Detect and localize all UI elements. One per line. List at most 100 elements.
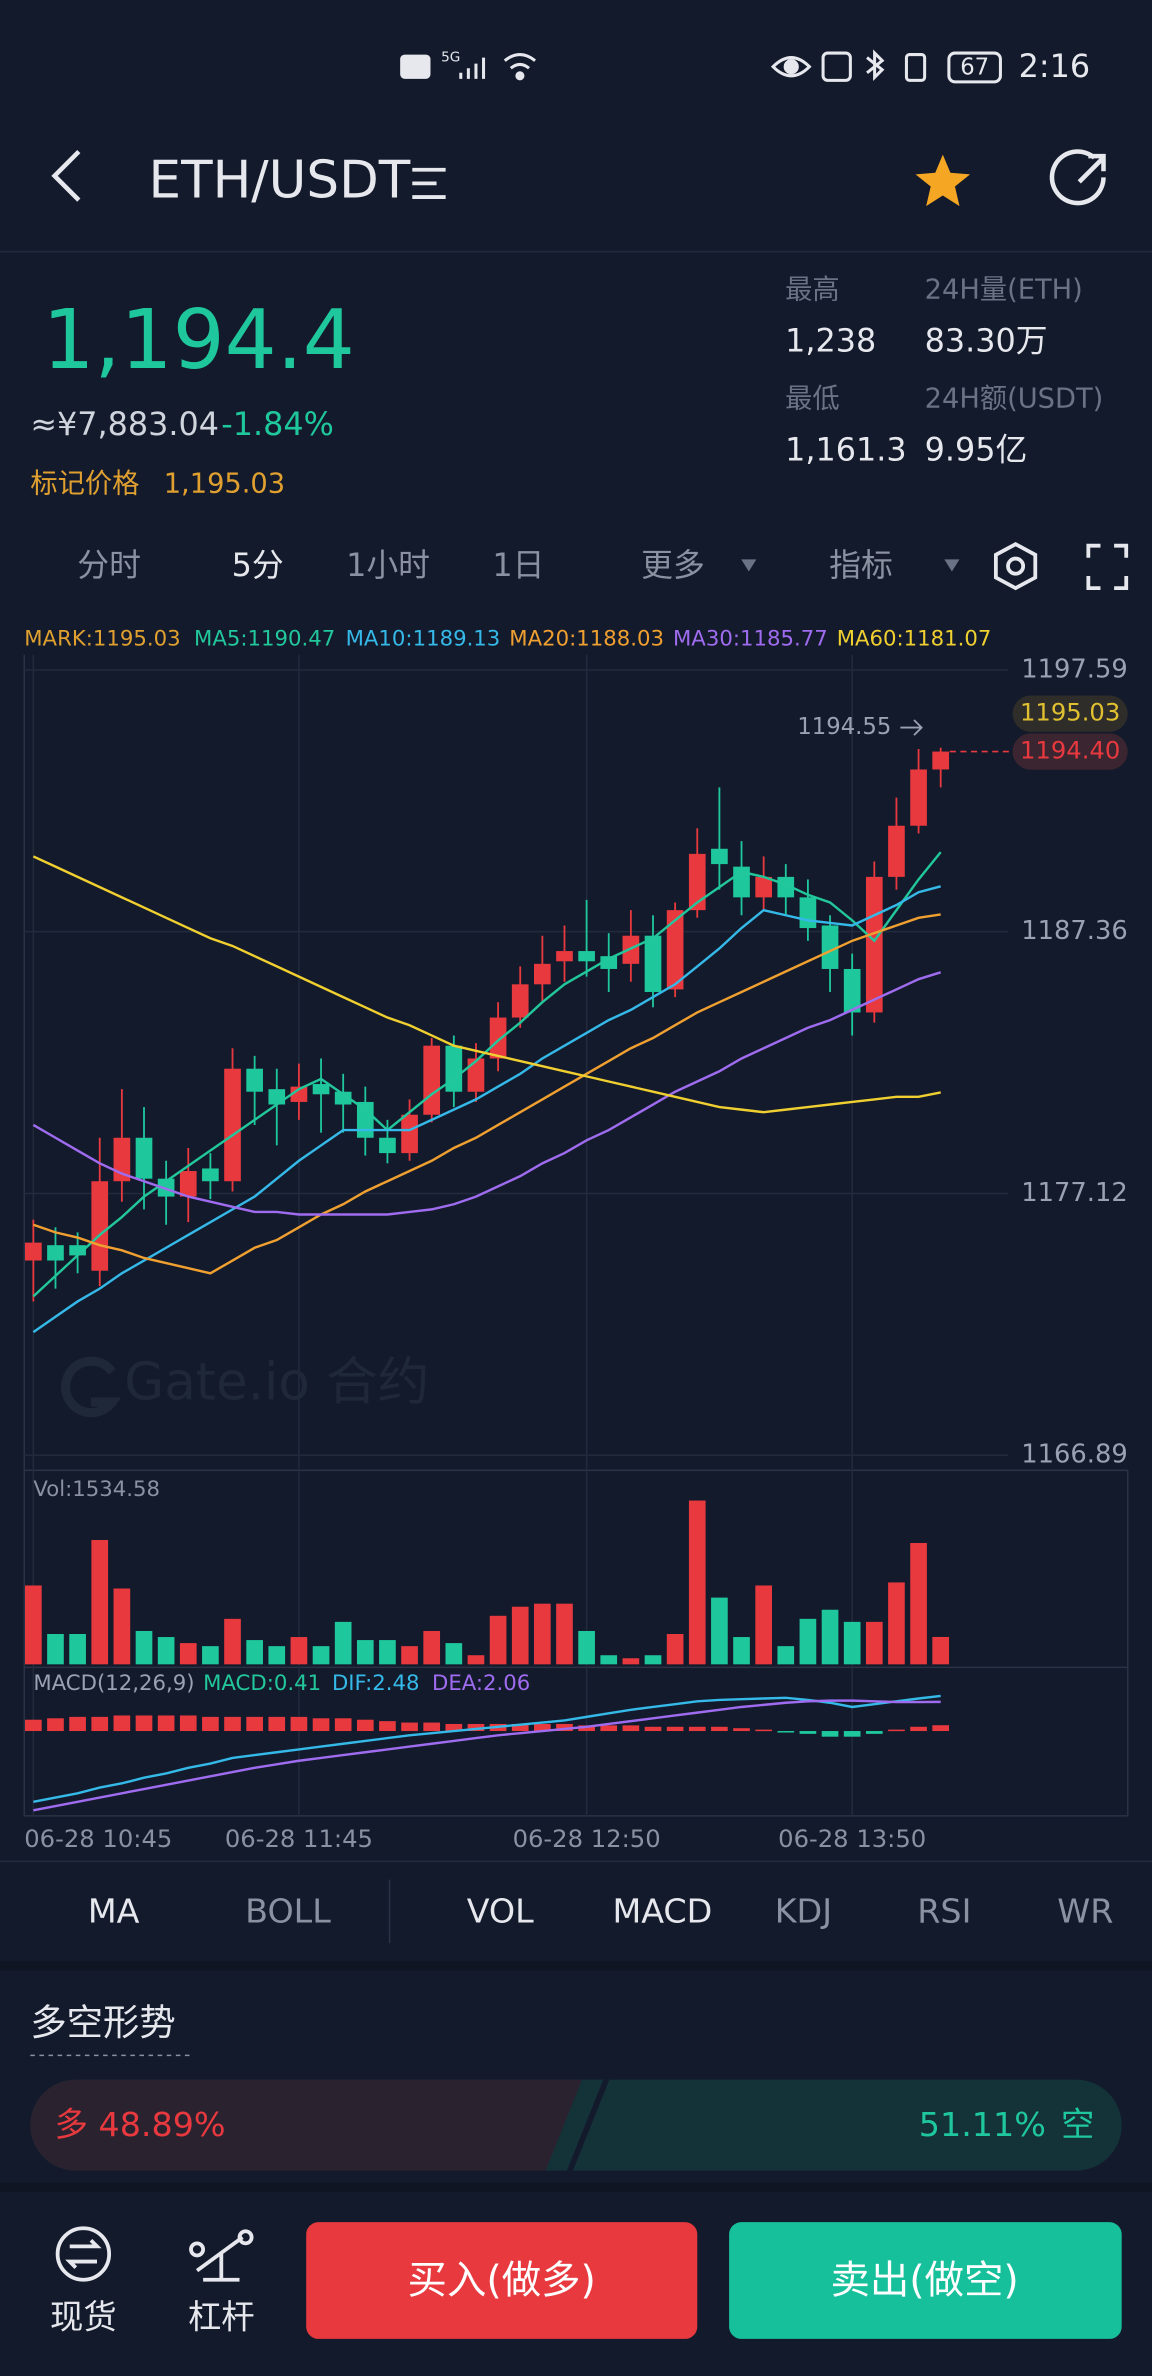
divider (0, 1961, 1152, 1971)
volume-bar (511, 1606, 529, 1665)
indicator-tab[interactable]: KDJ (775, 1891, 832, 1930)
macd-bar (821, 1731, 839, 1737)
indicator-tab[interactable]: WR (1057, 1891, 1113, 1930)
margin-icon[interactable] (189, 2229, 254, 2282)
cny-price: ≈¥7,883.04 (30, 405, 219, 443)
volume-bar (666, 1634, 684, 1665)
short-share-bar (566, 2079, 610, 2171)
fullscreen-button[interactable] (1086, 543, 1129, 591)
stat-value: 9.95亿 (925, 431, 1028, 469)
macd-bar (511, 1723, 529, 1732)
macd-legend: MACD:0.41 (203, 1671, 321, 1696)
buy-button-label[interactable]: 买入(做多) (408, 2257, 596, 2303)
timeframe-tab[interactable]: 更多 (641, 546, 705, 584)
candle-body (401, 1114, 418, 1154)
back-button[interactable] (51, 149, 81, 202)
volume-bar (932, 1636, 950, 1665)
dropdown-arrow (944, 559, 960, 572)
macd-bar (334, 1718, 352, 1732)
pair-menu-icon[interactable] (412, 167, 446, 199)
last-price-tag (1012, 733, 1128, 770)
candle-body (644, 935, 662, 992)
candle-body (932, 751, 950, 770)
settings-button[interactable] (993, 542, 1038, 591)
stat-value: 1,161.3 (785, 431, 907, 469)
share-button[interactable] (1049, 149, 1106, 206)
macd-bar (888, 1729, 905, 1732)
high-price-label: 1194.55 (797, 714, 891, 740)
legend-item: MARK:1195.03 (24, 627, 180, 652)
macd-bar (356, 1719, 374, 1732)
indicator-tab[interactable]: VOL (467, 1891, 534, 1930)
candle-body (865, 876, 883, 1013)
candle-body (821, 925, 839, 969)
legend-item: MA60:1181.07 (837, 627, 992, 652)
spot-icon[interactable] (55, 2226, 112, 2282)
ma-line (32, 971, 942, 1216)
volume-bar (290, 1637, 308, 1665)
sell-button[interactable] (729, 2222, 1122, 2339)
legend-item: MA5:1190.47 (194, 627, 335, 652)
candle-body (69, 1245, 86, 1256)
volume-bar (534, 1603, 551, 1665)
x-tick-label: 06-28 11:45 (225, 1824, 373, 1853)
timeframe-tab[interactable]: 指标 (829, 546, 893, 584)
volume-bar (25, 1585, 42, 1665)
mark-price-tag (1012, 695, 1128, 732)
macd-legend: MACD(12,26,9) (33, 1671, 194, 1696)
volume-bar (865, 1621, 883, 1665)
x-tick-label: 06-28 13:50 (778, 1824, 926, 1853)
indicator-tab[interactable]: BOLL (245, 1891, 331, 1930)
candle-body (202, 1168, 219, 1182)
volume-bar (888, 1582, 905, 1665)
sell-button-label[interactable]: 卖出(做空) (830, 2257, 1018, 2303)
macd-legend: DEA:2.06 (432, 1671, 530, 1696)
indicator-tab[interactable]: MA (88, 1891, 140, 1930)
indicator-tab[interactable]: RSI (917, 1891, 971, 1930)
candle-body (91, 1181, 109, 1271)
timeframe-tab[interactable]: 分时 (77, 546, 141, 584)
volume-bar (312, 1646, 330, 1665)
candle-body (511, 984, 529, 1018)
volume-bar (202, 1646, 219, 1665)
macd-bar (843, 1731, 861, 1737)
volume-bar (777, 1646, 795, 1665)
macd-bar (224, 1716, 241, 1732)
buy-button[interactable] (306, 2222, 698, 2339)
nav-label[interactable]: 杠杆 (188, 2298, 255, 2337)
volume-bar (135, 1630, 153, 1665)
volume-bar (489, 1615, 507, 1665)
indicator-tab[interactable]: MACD (612, 1891, 712, 1930)
nav-label[interactable]: 现货 (50, 2298, 117, 2337)
macd-bar (445, 1723, 463, 1732)
macd-bar (932, 1725, 950, 1732)
timeframe-tab[interactable]: 5分 (232, 546, 284, 584)
candle-body (25, 1242, 42, 1261)
volume-bar (556, 1603, 573, 1665)
macd-bar (865, 1731, 883, 1734)
macd-bar (622, 1725, 640, 1732)
volume-bar (733, 1637, 750, 1665)
network-type: 5G (441, 50, 460, 66)
volume-bar (445, 1643, 463, 1665)
macd-bar (113, 1715, 131, 1732)
stat-value: 83.30万 (925, 322, 1048, 360)
battery-level: 67 (960, 55, 989, 81)
volume-bar (334, 1621, 352, 1665)
volume-bar (755, 1585, 772, 1665)
pair-title[interactable]: ETH/USDT (149, 150, 411, 210)
last-price-tag-text: 1194.40 (1020, 736, 1120, 765)
timeframe-tab[interactable]: 1小时 (346, 546, 430, 584)
timeframe-tab[interactable]: 1日 (492, 546, 544, 584)
volume-bar (799, 1618, 817, 1665)
volume-bar (47, 1634, 64, 1665)
candle-body (224, 1068, 241, 1182)
ma-line (32, 913, 941, 1275)
favorite-star[interactable] (915, 154, 971, 207)
y-tick-label: 1166.89 (1021, 1440, 1127, 1470)
mark-price-tag-text: 1195.03 (1020, 698, 1120, 727)
candle-body (755, 876, 772, 898)
short-label: 空 (1061, 2105, 1094, 2144)
volume-bar (246, 1640, 263, 1665)
mark-price: 1,195.03 (164, 469, 285, 500)
